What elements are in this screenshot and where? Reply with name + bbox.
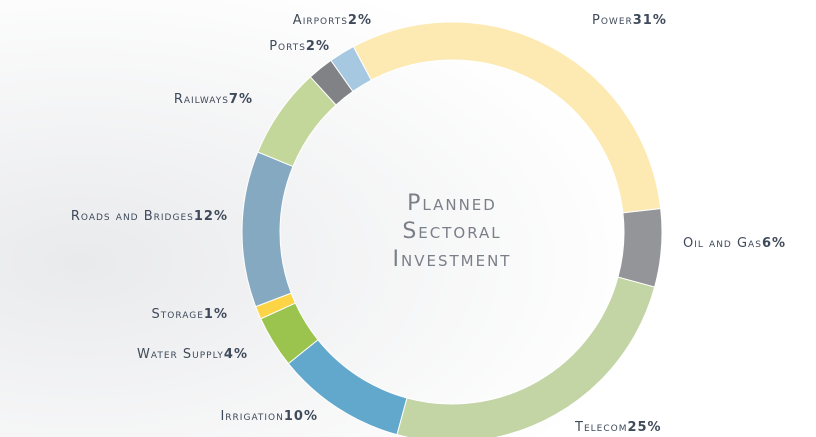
segment-label: Telecom25% (574, 420, 662, 435)
value-label: 7% (229, 92, 253, 107)
value-label: 1% (204, 307, 228, 322)
category-label: Irrigation (220, 409, 283, 424)
value-label: 12% (194, 209, 228, 224)
category-label: Airports (293, 13, 348, 28)
value-label: 25% (627, 420, 661, 435)
value-label: 10% (284, 409, 318, 424)
segment-label: Ports2% (269, 39, 330, 54)
category-label: Power (592, 13, 633, 28)
category-label: Railways (174, 92, 229, 107)
category-label: Roads and Bridges (71, 209, 194, 224)
segment-label: Airports2% (293, 13, 372, 28)
value-label: 31% (633, 13, 667, 28)
segment-label: Water Supply4% (137, 347, 248, 362)
category-label: Ports (269, 39, 306, 54)
chart-title: Planned Sectoral Investment (393, 191, 512, 272)
category-label: Water Supply (137, 347, 224, 362)
segment-label: Power31% (592, 13, 667, 28)
segment-label: Roads and Bridges12% (71, 209, 228, 224)
donut-segment (617, 208, 663, 288)
donut-segment (330, 45, 372, 93)
category-label: Oil and Gas (683, 236, 762, 251)
value-label: 2% (348, 13, 372, 28)
value-label: 2% (306, 39, 330, 54)
category-label: Telecom (574, 420, 627, 435)
value-label: 4% (224, 347, 248, 362)
segment-label: Storage1% (152, 307, 228, 322)
segment-label: Oil and Gas6% (683, 236, 786, 251)
segment-label: Irrigation10% (220, 409, 318, 424)
value-label: 6% (762, 236, 786, 251)
category-label: Storage (152, 307, 204, 322)
segment-label: Railways7% (174, 92, 253, 107)
